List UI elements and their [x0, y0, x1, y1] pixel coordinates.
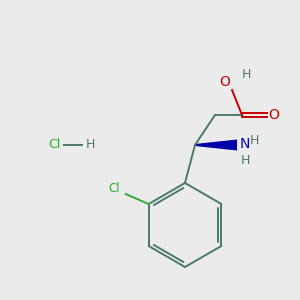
Polygon shape — [195, 140, 237, 151]
Text: Cl: Cl — [108, 182, 120, 196]
Text: O: O — [219, 75, 230, 89]
Text: H: H — [242, 68, 251, 81]
Text: N: N — [240, 137, 250, 151]
Text: H: H — [240, 154, 250, 167]
Text: H: H — [86, 139, 95, 152]
Text: H: H — [250, 134, 260, 148]
Text: O: O — [268, 108, 279, 122]
Text: Cl: Cl — [48, 139, 60, 152]
